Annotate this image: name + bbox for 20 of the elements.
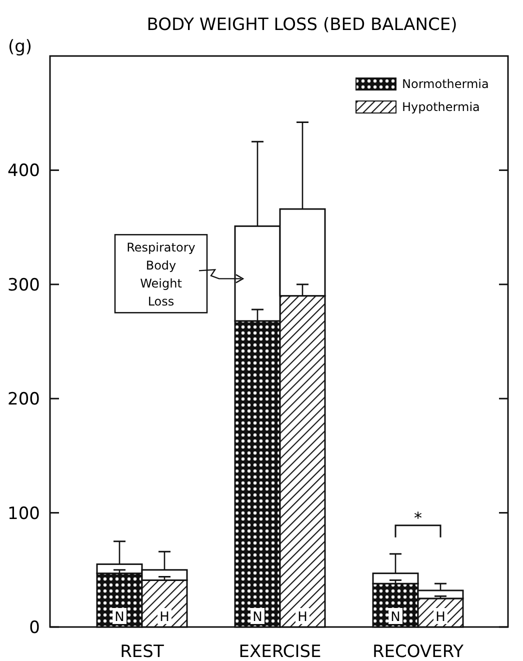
x-tick-label: H	[298, 610, 308, 625]
y-tick-label: 0	[29, 618, 40, 638]
annotation: Respiratory Body Weight Loss	[126, 240, 196, 309]
text: RECOVERY	[372, 642, 464, 661]
legend-label: Normothermia	[402, 77, 489, 91]
x-tick-label: N	[114, 610, 124, 625]
annotation: *	[414, 508, 422, 528]
x-tick-label: H	[436, 610, 446, 625]
x-tick-label: N	[252, 610, 262, 625]
y-tick-label: 100	[8, 504, 40, 524]
text: REST	[120, 642, 164, 661]
text: EXERCISE	[238, 642, 322, 661]
x-tick-label: N	[390, 610, 400, 625]
y-tick-label: 400	[8, 161, 40, 182]
x-tick-label: H	[160, 610, 170, 625]
y-axis-title: (g)	[8, 37, 32, 57]
y-tick-label: 200	[8, 390, 40, 410]
chart-title: BODY WEIGHT LOSS (BED BALANCE)	[146, 15, 458, 35]
y-tick-label: 300	[8, 275, 40, 296]
legend-label: Hypothermia	[402, 100, 480, 114]
